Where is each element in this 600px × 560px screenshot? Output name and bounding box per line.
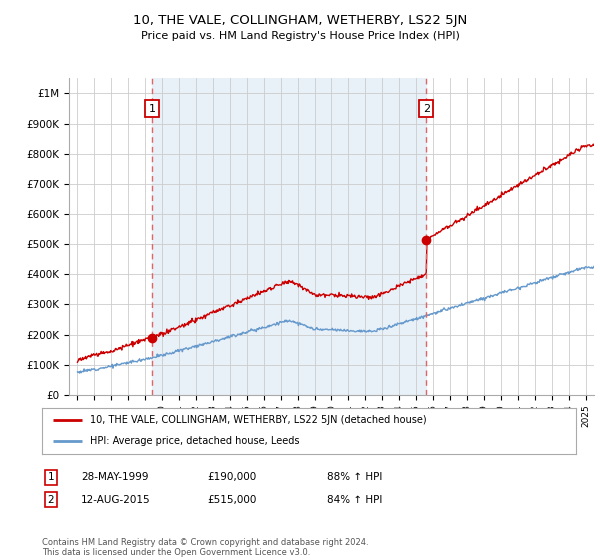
Text: 84% ↑ HPI: 84% ↑ HPI (327, 494, 382, 505)
Text: £515,000: £515,000 (207, 494, 256, 505)
Text: 12-AUG-2015: 12-AUG-2015 (81, 494, 151, 505)
Text: 10, THE VALE, COLLINGHAM, WETHERBY, LS22 5JN (detached house): 10, THE VALE, COLLINGHAM, WETHERBY, LS22… (90, 415, 427, 425)
Bar (152, 78, 427, 395)
Text: 2: 2 (423, 104, 430, 114)
Text: 1: 1 (47, 472, 55, 482)
Text: 28-MAY-1999: 28-MAY-1999 (81, 472, 149, 482)
Text: Price paid vs. HM Land Registry's House Price Index (HPI): Price paid vs. HM Land Registry's House … (140, 31, 460, 41)
Text: £190,000: £190,000 (207, 472, 256, 482)
Text: HPI: Average price, detached house, Leeds: HPI: Average price, detached house, Leed… (90, 436, 299, 446)
Text: Contains HM Land Registry data © Crown copyright and database right 2024.
This d: Contains HM Land Registry data © Crown c… (42, 538, 368, 557)
Text: 10, THE VALE, COLLINGHAM, WETHERBY, LS22 5JN: 10, THE VALE, COLLINGHAM, WETHERBY, LS22… (133, 14, 467, 27)
Text: 2: 2 (47, 494, 55, 505)
Text: 88% ↑ HPI: 88% ↑ HPI (327, 472, 382, 482)
Text: 1: 1 (148, 104, 155, 114)
